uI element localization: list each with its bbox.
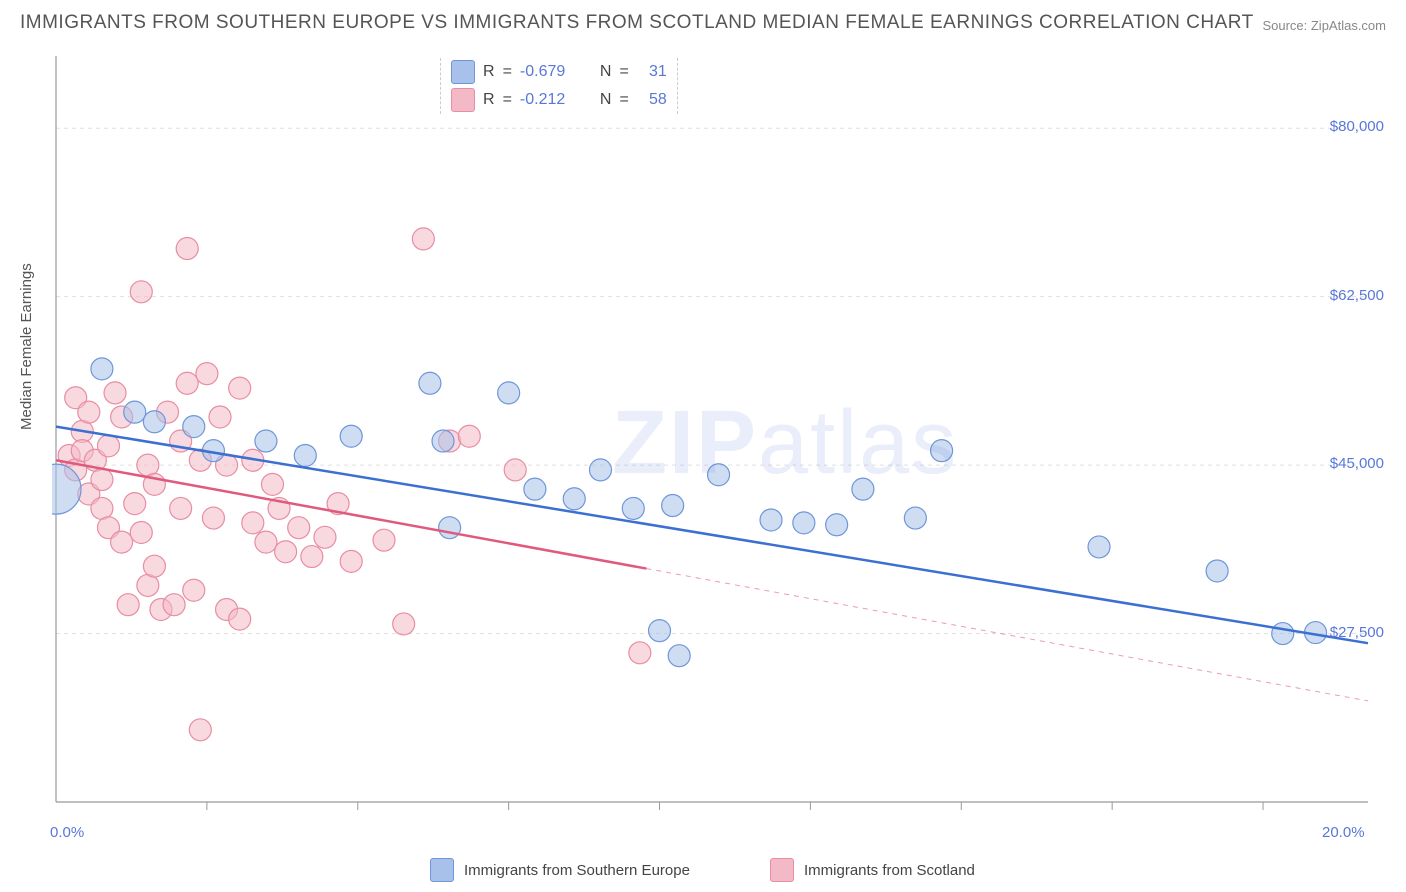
y-tick-label: $80,000 xyxy=(1330,118,1384,135)
r-value-1: -0.212 xyxy=(520,91,580,109)
equals: = xyxy=(619,63,628,81)
y-axis-label: Median Female Earnings xyxy=(18,263,35,430)
equals: = xyxy=(503,63,512,81)
source-attribution: Source: ZipAtlas.com xyxy=(1262,18,1386,33)
series-legend-0: Immigrants from Southern Europe xyxy=(430,858,690,882)
chart-container: IMMIGRANTS FROM SOUTHERN EUROPE VS IMMIG… xyxy=(0,0,1406,892)
n-label: N xyxy=(600,91,612,109)
chart-svg xyxy=(52,52,1372,832)
swatch-series-1 xyxy=(451,88,475,112)
y-tick-label: $62,500 xyxy=(1330,287,1384,304)
plot-area: ZIPatlas xyxy=(52,52,1372,832)
r-label: R xyxy=(483,63,495,81)
n-label: N xyxy=(600,63,612,81)
x-tick-label: 20.0% xyxy=(1322,824,1365,841)
n-value-1: 58 xyxy=(637,91,667,109)
x-tick-label: 0.0% xyxy=(50,824,84,841)
n-value-0: 31 xyxy=(637,63,667,81)
stats-legend-row: R = -0.212 N = 58 xyxy=(451,88,667,112)
stats-legend-row: R = -0.679 N = 31 xyxy=(451,60,667,84)
source-label: Source: xyxy=(1262,18,1310,33)
equals: = xyxy=(503,91,512,109)
r-value-0: -0.679 xyxy=(520,63,580,81)
stats-legend: R = -0.679 N = 31 R = -0.212 N = 58 xyxy=(440,58,678,114)
series-name-0: Immigrants from Southern Europe xyxy=(464,862,690,879)
equals: = xyxy=(619,91,628,109)
swatch-series-0 xyxy=(451,60,475,84)
swatch-series-1 xyxy=(770,858,794,882)
source-value: ZipAtlas.com xyxy=(1311,18,1386,33)
chart-title: IMMIGRANTS FROM SOUTHERN EUROPE VS IMMIG… xyxy=(20,12,1254,34)
r-label: R xyxy=(483,91,495,109)
y-tick-label: $27,500 xyxy=(1330,624,1384,641)
swatch-series-0 xyxy=(430,858,454,882)
series-legend-1: Immigrants from Scotland xyxy=(770,858,975,882)
series-name-1: Immigrants from Scotland xyxy=(804,862,975,879)
y-tick-label: $45,000 xyxy=(1330,455,1384,472)
